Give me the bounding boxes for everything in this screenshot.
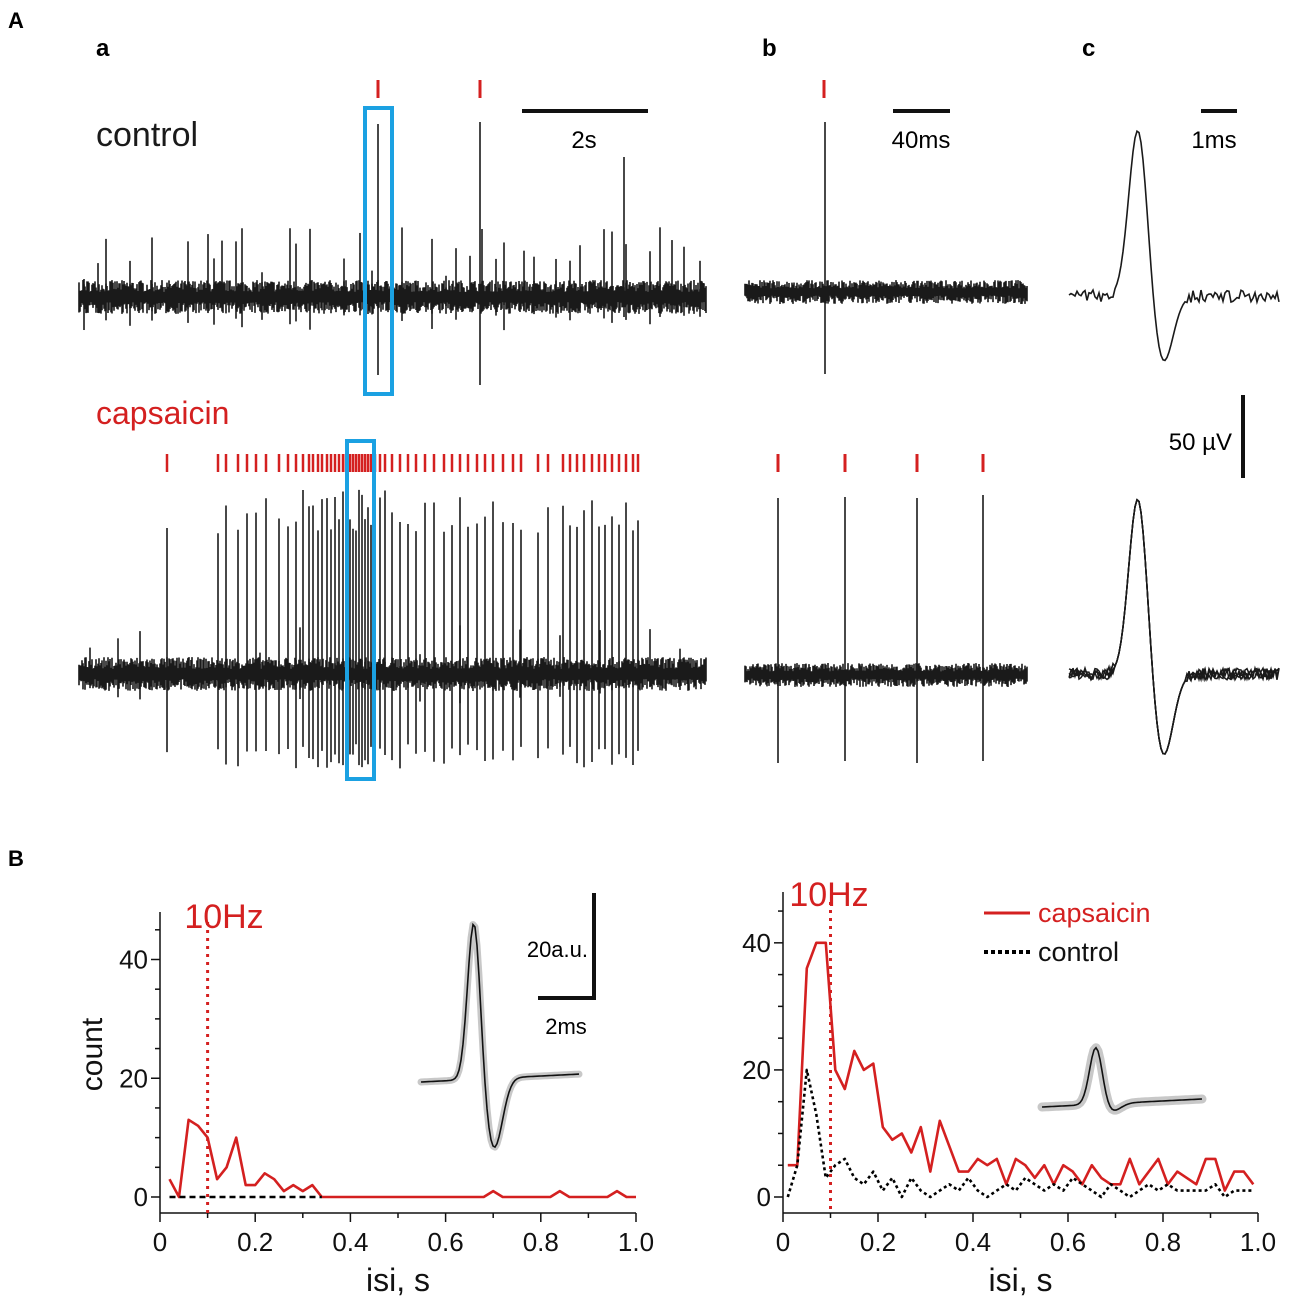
x-tick-label: 0.2 bbox=[237, 1227, 273, 1257]
inset-waveform-right bbox=[1037, 1043, 1207, 1115]
spike-marks bbox=[165, 80, 985, 472]
x-tick-label: 0.6 bbox=[1050, 1227, 1086, 1257]
noise-band bbox=[744, 280, 1028, 304]
x-tick-label: 0.8 bbox=[1145, 1227, 1181, 1257]
scalebar-c-time: 1ms bbox=[1191, 109, 1237, 154]
y-axis-label: count bbox=[76, 1017, 109, 1091]
scalebar-b-time: 40ms bbox=[892, 109, 951, 154]
zoom-trace-capsaicin bbox=[744, 495, 1028, 763]
highlight-box-capsaicin bbox=[345, 439, 376, 781]
scalebar-b-time-label: 40ms bbox=[892, 127, 951, 154]
y-tick-label: 40 bbox=[119, 945, 148, 975]
x-tick-label: 0.2 bbox=[860, 1227, 896, 1257]
inset-waveform-left bbox=[417, 921, 583, 1151]
scalebar-voltage-label: 50 µV bbox=[1169, 429, 1232, 456]
scalebar-a-time: 2s bbox=[522, 109, 648, 154]
legend: capsaicin control bbox=[984, 898, 1151, 967]
inset-scalebar: 20a.u. 2ms bbox=[527, 893, 596, 1039]
x-tick-label: 0 bbox=[153, 1227, 167, 1257]
noise-band bbox=[744, 663, 1028, 687]
x-tick-label: 0.6 bbox=[428, 1227, 464, 1257]
legend-control-label: control bbox=[1038, 937, 1119, 967]
legend-capsaicin-label: capsaicin bbox=[1038, 898, 1151, 928]
raw-trace-capsaicin bbox=[78, 489, 707, 769]
y-tick-label: 20 bbox=[119, 1063, 148, 1093]
threshold-label-right: 10Hz bbox=[789, 876, 868, 914]
x-axis-label: isi, s bbox=[366, 1262, 430, 1298]
panel-B-label: B bbox=[8, 846, 24, 871]
spike-waveform-control bbox=[1068, 129, 1280, 362]
isi-histogram-right: 0 20 40 0 0.2 0.4 0.6 0.8 1.0 isi, s bbox=[742, 892, 1276, 1298]
highlight-box-control bbox=[363, 106, 394, 396]
isi-histogram-left: 0 20 40 0 0.2 0.4 0.6 0.8 1.0 isi, s count bbox=[76, 912, 654, 1298]
control-condition-label: control bbox=[96, 116, 198, 154]
y-tick-label: 0 bbox=[134, 1182, 148, 1212]
x-tick-label: 1.0 bbox=[1240, 1227, 1276, 1257]
capsaicin-condition-label: capsaicin bbox=[96, 395, 229, 431]
series-capsaicin bbox=[168, 1118, 636, 1199]
x-tick-label: 0.8 bbox=[523, 1227, 559, 1257]
x-tick-label: 0.4 bbox=[332, 1227, 368, 1257]
subpanel-b-label: b bbox=[762, 35, 777, 62]
spike-waveform-capsaicin bbox=[1068, 498, 1280, 755]
scalebar-c-time-label: 1ms bbox=[1191, 127, 1236, 154]
y-tick-label: 40 bbox=[742, 928, 771, 958]
zoom-trace-control bbox=[744, 122, 1028, 374]
x-tick-label: 0.4 bbox=[955, 1227, 991, 1257]
y-tick-label: 20 bbox=[742, 1055, 771, 1085]
series-control bbox=[786, 1068, 1254, 1199]
mean-waveform bbox=[420, 922, 580, 1149]
spike-waveform bbox=[1068, 498, 1280, 755]
panel-A-label: A bbox=[8, 8, 24, 33]
noise-band bbox=[78, 280, 707, 314]
subpanel-a-label: a bbox=[96, 35, 110, 62]
series-capsaicin bbox=[787, 941, 1255, 1192]
scalebar-voltage: 50 µV bbox=[1169, 395, 1245, 478]
spike-waveform bbox=[1068, 129, 1280, 362]
y-tick-label: 0 bbox=[757, 1182, 771, 1212]
x-tick-label: 0 bbox=[776, 1227, 790, 1257]
x-axis-label: isi, s bbox=[989, 1262, 1053, 1298]
raw-trace-control bbox=[78, 122, 707, 385]
mean-waveform bbox=[1041, 1046, 1203, 1111]
threshold-label-left: 10Hz bbox=[184, 898, 263, 936]
x-tick-label: 1.0 bbox=[618, 1227, 654, 1257]
inset-scale-time: 2ms bbox=[545, 1014, 587, 1039]
subpanel-c-label: c bbox=[1082, 35, 1095, 62]
scalebar-a-time-label: 2s bbox=[571, 127, 596, 154]
inset-scale-amplitude: 20a.u. bbox=[527, 937, 588, 962]
